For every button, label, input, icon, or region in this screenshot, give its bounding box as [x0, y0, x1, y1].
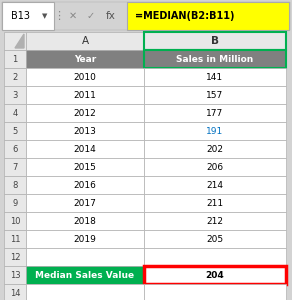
- Text: 12: 12: [10, 253, 20, 262]
- Text: 2016: 2016: [74, 181, 96, 190]
- Bar: [26, 248, 144, 266]
- Bar: [4, 212, 26, 230]
- Bar: [26, 212, 144, 230]
- Text: =MEDIAN(B2:B11): =MEDIAN(B2:B11): [135, 11, 234, 21]
- Bar: [144, 266, 286, 284]
- Text: 202: 202: [206, 145, 223, 154]
- Bar: [4, 122, 26, 140]
- Text: 13: 13: [10, 271, 20, 280]
- Text: 214: 214: [206, 181, 223, 190]
- Bar: [26, 176, 144, 194]
- Text: 2011: 2011: [74, 91, 96, 100]
- Text: 7: 7: [12, 163, 18, 172]
- Bar: [4, 266, 26, 284]
- Bar: [144, 86, 286, 104]
- Text: 8: 8: [12, 181, 18, 190]
- Bar: [2, 2, 54, 30]
- Text: 157: 157: [206, 91, 224, 100]
- Bar: [144, 50, 286, 68]
- Text: ⋮: ⋮: [53, 11, 65, 21]
- Text: 2013: 2013: [74, 127, 96, 136]
- Text: ▼: ▼: [42, 13, 48, 19]
- Text: 177: 177: [206, 109, 224, 118]
- Bar: [127, 2, 289, 30]
- Text: 5: 5: [12, 127, 18, 136]
- Text: ✕: ✕: [69, 11, 77, 21]
- Bar: [26, 32, 144, 50]
- Bar: [144, 32, 286, 50]
- Bar: [26, 284, 144, 300]
- Bar: [144, 176, 286, 194]
- Text: 10: 10: [10, 217, 20, 226]
- Text: 2017: 2017: [74, 199, 96, 208]
- Bar: [26, 50, 144, 68]
- Bar: [26, 68, 144, 86]
- Bar: [4, 230, 26, 248]
- Text: 14: 14: [10, 289, 20, 298]
- Bar: [26, 140, 144, 158]
- Bar: [4, 140, 26, 158]
- Text: 2: 2: [12, 73, 18, 82]
- Text: Median Sales Value: Median Sales Value: [35, 271, 135, 280]
- Text: B: B: [211, 36, 219, 46]
- Bar: [144, 284, 286, 300]
- Text: 204: 204: [206, 271, 224, 280]
- Text: 205: 205: [206, 235, 224, 244]
- Bar: [4, 194, 26, 212]
- Text: 3: 3: [12, 91, 18, 100]
- Text: A: A: [81, 36, 88, 46]
- Bar: [144, 248, 286, 266]
- Text: 2010: 2010: [74, 73, 96, 82]
- Text: 206: 206: [206, 163, 224, 172]
- Text: 212: 212: [206, 217, 223, 226]
- Bar: [4, 176, 26, 194]
- Text: 6: 6: [12, 145, 18, 154]
- Text: 211: 211: [206, 199, 224, 208]
- Text: 141: 141: [206, 73, 224, 82]
- Text: 1: 1: [12, 55, 18, 64]
- Bar: [4, 32, 26, 50]
- Bar: [26, 230, 144, 248]
- Bar: [4, 50, 26, 68]
- Bar: [2, 2, 290, 30]
- Bar: [144, 230, 286, 248]
- Text: 2015: 2015: [74, 163, 96, 172]
- Text: 2012: 2012: [74, 109, 96, 118]
- Text: 9: 9: [12, 199, 18, 208]
- Bar: [26, 266, 144, 284]
- Bar: [26, 158, 144, 176]
- Text: fx: fx: [106, 11, 116, 21]
- Bar: [144, 158, 286, 176]
- Text: 2018: 2018: [74, 217, 96, 226]
- Text: 191: 191: [206, 127, 224, 136]
- Text: 4: 4: [12, 109, 18, 118]
- Polygon shape: [15, 34, 24, 48]
- Bar: [144, 68, 286, 86]
- Bar: [4, 86, 26, 104]
- Text: Year: Year: [74, 55, 96, 64]
- Text: B13: B13: [11, 11, 29, 21]
- Text: 11: 11: [10, 235, 20, 244]
- Bar: [26, 86, 144, 104]
- Text: 2014: 2014: [74, 145, 96, 154]
- Bar: [4, 68, 26, 86]
- Bar: [4, 284, 26, 300]
- Bar: [144, 194, 286, 212]
- Text: ✓: ✓: [87, 11, 95, 21]
- Bar: [26, 194, 144, 212]
- Bar: [26, 122, 144, 140]
- Bar: [4, 248, 26, 266]
- Bar: [26, 104, 144, 122]
- Bar: [144, 122, 286, 140]
- Bar: [144, 212, 286, 230]
- Bar: [4, 104, 26, 122]
- Bar: [144, 140, 286, 158]
- Bar: [4, 158, 26, 176]
- Bar: [144, 104, 286, 122]
- Text: 2019: 2019: [74, 235, 96, 244]
- Text: Sales in Million: Sales in Million: [176, 55, 254, 64]
